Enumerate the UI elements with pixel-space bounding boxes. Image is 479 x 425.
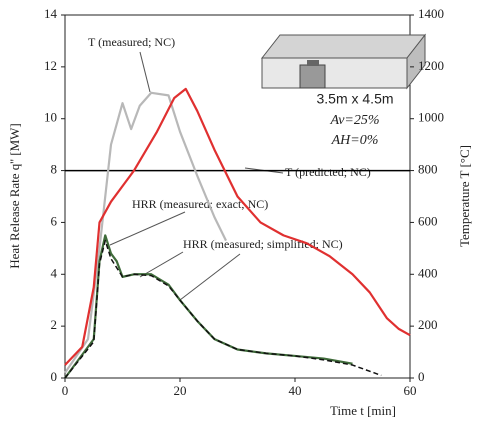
annotation: T (measured; NC) [88,35,175,49]
y-tick-label: 4 [51,265,58,280]
room-size: 3.5m x 4.5m [316,91,393,107]
annotation: T (predicted; NC) [285,165,371,179]
horizontal-vent-ratio: AH=0% [331,133,379,148]
y2-tick-label: 400 [418,265,438,280]
x-tick-label: 40 [289,383,302,398]
y2-tick-label: 0 [418,369,425,384]
y-tick-label: 2 [51,317,58,332]
room-diagram [260,33,427,90]
series-line [64,234,353,379]
vent-ratio: Av=25% [329,113,379,128]
y-tick-label: 6 [51,213,58,228]
y-tick-label: 10 [44,110,57,125]
x-tick-label: 20 [174,383,187,398]
y2-tick-label: 1400 [418,6,444,21]
x-tick-label: 60 [404,383,417,398]
x-tick-label: 0 [62,383,69,398]
plot-frame [64,14,411,379]
y2-tick-label: 200 [418,317,438,332]
y-tick-label: 0 [51,369,58,384]
leader-lines [109,51,284,301]
y-tick-label: 12 [44,58,57,73]
series-line [64,91,227,374]
y-tick-label: 14 [44,6,58,21]
annotation: HRR (measured; exact; NC) [132,197,268,211]
y-tick-label: 8 [51,162,58,177]
annotation: HRR (measured; simplified; NC) [183,237,343,251]
y2-tick-label: 1000 [418,110,444,125]
y2-axis-label: Temperature T [°C] [457,145,472,247]
y-axis-label: Heat Release Rate q'' [MW] [7,123,22,268]
series-line [64,239,382,379]
y2-tick-label: 800 [418,162,438,177]
series-line [64,87,411,366]
y2-tick-label: 1200 [418,58,444,73]
y2-tick-label: 600 [418,213,438,228]
x-axis-label: Time t [min] [330,403,396,418]
